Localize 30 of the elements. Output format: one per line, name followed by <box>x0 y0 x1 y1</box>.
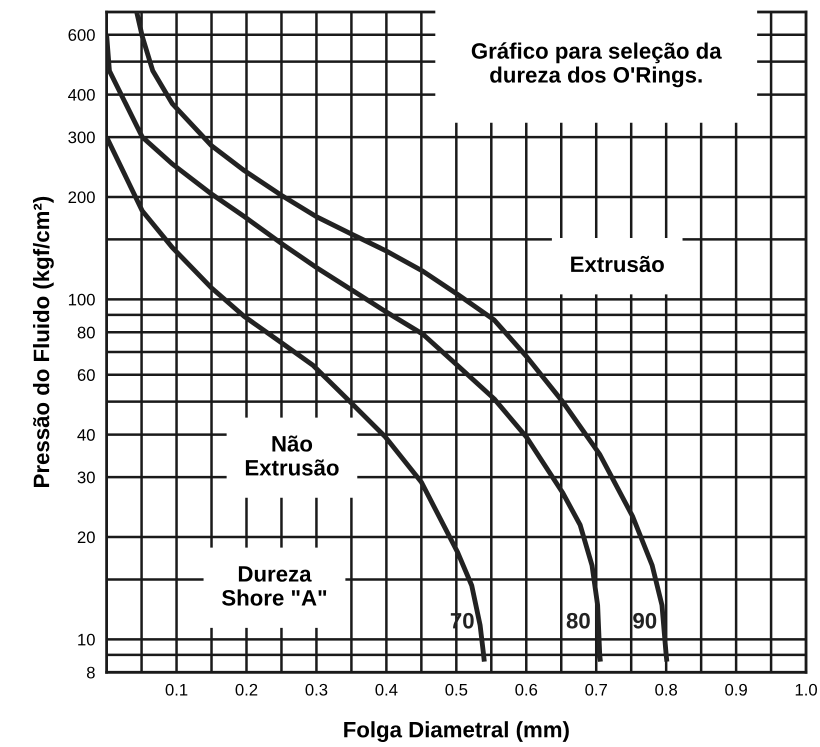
x-tick-label: 0.2 <box>236 684 258 696</box>
y-tick-label: 10 <box>78 634 95 646</box>
text: Gráfico para seleção da dureza dos O'Rings. <box>472 42 722 88</box>
x-axis-title: Folga Diametral (mm) <box>344 721 569 742</box>
x-tick-label: 0.8 <box>655 684 678 696</box>
y-tick-label: 60 <box>78 369 95 381</box>
series-label: 90 <box>633 612 656 629</box>
y-tick-label: 300 <box>68 131 95 144</box>
x-tick-label: 0.4 <box>375 684 398 696</box>
x-tick-label: 0.3 <box>306 684 328 696</box>
x-tick-label: 0.7 <box>585 684 607 696</box>
x-tick-label: 0.6 <box>515 684 538 696</box>
x-tick-label: 0.9 <box>725 684 747 696</box>
annotation: Extrusão <box>571 256 664 272</box>
x-tick-label: 1.0 <box>796 684 817 696</box>
y-tick-label: 100 <box>68 294 95 306</box>
y-tick-label: 8 <box>86 666 95 679</box>
y-tick-label: 600 <box>68 29 95 41</box>
y-axis-title: Pressão do Fluido (kgf/cm²) <box>32 196 54 487</box>
series-label: 80 <box>566 612 590 629</box>
y-tick-label: 400 <box>68 88 95 101</box>
y-tick-label: 30 <box>78 472 95 484</box>
y-tick-label: 20 <box>78 531 95 544</box>
y-tick-label: 80 <box>78 326 95 338</box>
annotation: Não Extrusão <box>246 435 339 476</box>
annotation: Dureza Shore "A" <box>222 566 326 606</box>
y-tick-label: 40 <box>77 429 95 441</box>
y-tick-label: 200 <box>68 191 95 204</box>
x-tick-label: 0.5 <box>445 684 468 696</box>
x-tick-label: 0.1 <box>166 684 188 696</box>
